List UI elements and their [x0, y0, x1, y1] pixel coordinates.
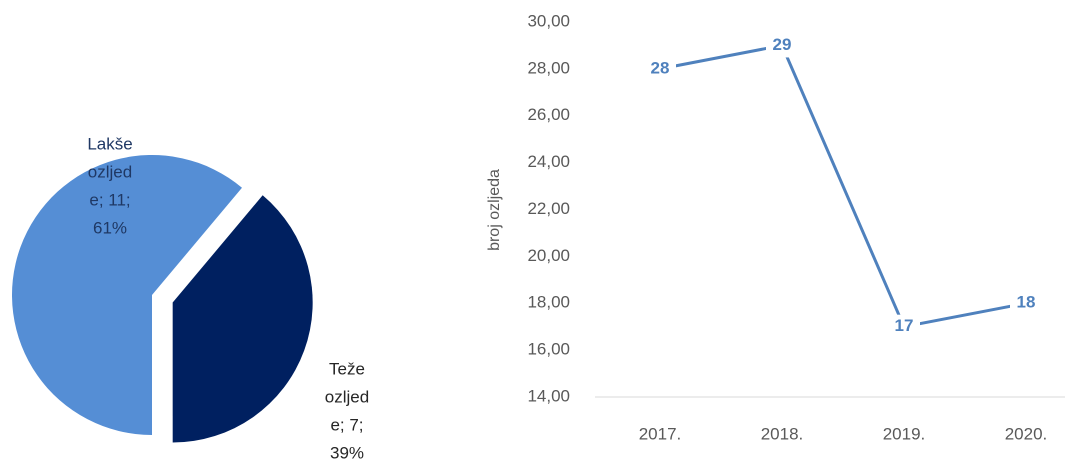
y-tick-label: 18,00	[527, 293, 570, 312]
x-tick-label: 2018.	[761, 424, 804, 443]
data-label: e; 11;	[89, 190, 130, 209]
data-label: ozljed	[88, 162, 132, 181]
pie-slice	[172, 195, 313, 443]
label-bg	[766, 33, 798, 58]
y-tick-label: 22,00	[527, 199, 570, 218]
y-axis-label: broj ozljeda	[486, 169, 503, 251]
y-tick-label: 30,00	[527, 11, 570, 30]
data-label: Lakše	[87, 134, 132, 153]
pie-slice	[12, 154, 242, 435]
y-tick-label: 14,00	[527, 386, 570, 405]
data-label: 18	[1017, 293, 1036, 312]
line	[659, 43, 1027, 329]
data-label: 28	[651, 58, 670, 77]
y-tick-label: 28,00	[527, 58, 570, 77]
label-bg	[644, 56, 676, 81]
label-bg	[1010, 291, 1042, 316]
data-label: 61%	[93, 218, 127, 237]
y-tick-label: 26,00	[527, 105, 570, 124]
data-label: ozljed	[325, 387, 369, 406]
data-label: e; 7;	[330, 415, 363, 434]
y-tick-label: 20,00	[527, 246, 570, 265]
x-tick-label: 2019.	[883, 424, 926, 443]
y-tick-label: 16,00	[527, 340, 570, 359]
y-tick-label: 24,00	[527, 152, 570, 171]
data-label: 39%	[330, 443, 364, 462]
data-label: Teže	[329, 359, 365, 378]
data-label: 17	[895, 316, 914, 335]
label-bg	[888, 314, 920, 339]
x-tick-label: 2020.	[1005, 424, 1048, 443]
x-tick-label: 2017.	[639, 424, 682, 443]
data-label: 29	[773, 35, 792, 54]
